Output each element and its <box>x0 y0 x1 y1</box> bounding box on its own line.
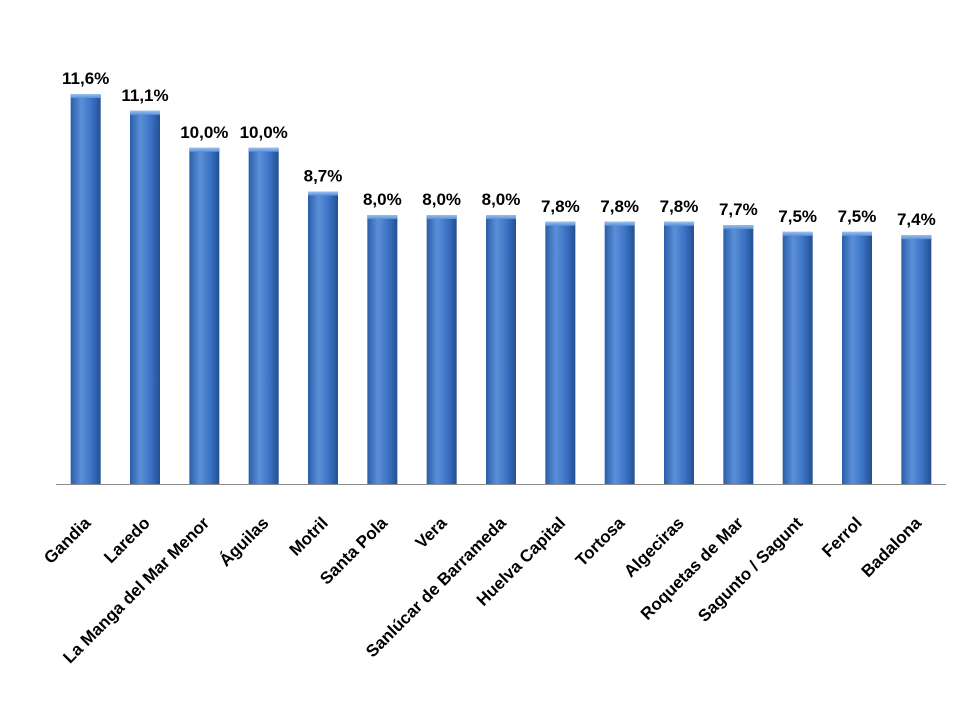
category-label: Tortosa <box>572 513 629 570</box>
data-label: 7,4% <box>897 210 936 229</box>
bar-2 <box>189 147 220 485</box>
bar-top <box>901 235 932 240</box>
category-label: Sagunto / Sagunt <box>694 513 807 626</box>
bar-5 <box>367 215 398 484</box>
category-label: Vera <box>412 513 451 552</box>
category-label: Laredo <box>100 513 154 567</box>
bar-body <box>545 221 576 485</box>
bar-6 <box>426 215 457 484</box>
bar-body <box>308 191 338 484</box>
category-label: Roquetas de Mar <box>637 513 748 624</box>
bar-top <box>723 225 754 230</box>
data-label: 11,6% <box>62 69 109 88</box>
bar-top <box>308 191 338 196</box>
bar-body <box>426 215 457 484</box>
bar-top <box>486 215 516 220</box>
bar-7 <box>486 215 516 484</box>
data-label: 10,0% <box>240 123 288 142</box>
bar-body <box>842 231 872 484</box>
data-label: 8,0% <box>363 190 402 209</box>
data-label: 11,1% <box>121 86 168 105</box>
bar-top <box>70 94 101 98</box>
bar-11 <box>723 225 754 484</box>
bar-1 <box>130 110 160 484</box>
category-label: Motril <box>286 513 332 559</box>
bar-8 <box>545 221 576 485</box>
data-label: 7,8% <box>541 197 580 216</box>
bar-10 <box>664 221 694 485</box>
bar-top <box>842 231 872 236</box>
data-label: 7,5% <box>778 207 817 226</box>
data-label: 7,8% <box>600 197 639 216</box>
bar-top <box>189 147 220 152</box>
bar-13 <box>842 231 872 484</box>
bar-body <box>248 147 279 485</box>
bar-top <box>664 221 694 226</box>
bar-12 <box>782 231 813 484</box>
bar-top <box>426 215 457 220</box>
bar-9 <box>604 221 635 485</box>
data-label: 8,0% <box>422 190 461 209</box>
category-label: Badalona <box>858 513 926 581</box>
bar-body <box>604 221 635 485</box>
bar-0 <box>70 94 101 484</box>
bar-body <box>901 235 932 484</box>
bar-body <box>130 110 160 484</box>
data-label: 7,7% <box>719 200 758 219</box>
data-label: 7,5% <box>838 207 877 226</box>
bar-body <box>70 94 101 484</box>
bar-top <box>130 110 160 115</box>
bar-body <box>486 215 516 484</box>
bar-body <box>367 215 398 484</box>
bars-layer <box>70 94 932 485</box>
data-label: 8,0% <box>482 190 521 209</box>
category-label: Ferrol <box>818 513 866 561</box>
category-label: Águilas <box>216 513 273 570</box>
bar-top <box>545 221 576 226</box>
bar-body <box>723 225 754 484</box>
data-labels-layer: 11,6% 11,1% 10,0% 10,0% 8,7% 8,0% 8,0% 8,0% 7,8%… <box>62 69 936 229</box>
data-label: 10,0% <box>180 123 228 142</box>
category-label: Gandia <box>40 513 95 568</box>
data-label: 8,7% <box>304 167 343 186</box>
bar-top <box>367 215 398 220</box>
data-label: 7,8% <box>660 197 699 216</box>
bar-3 <box>248 147 279 485</box>
bar-14 <box>901 235 932 484</box>
bar-body <box>189 147 220 485</box>
bar-4 <box>308 191 338 484</box>
bar-body <box>664 221 694 485</box>
bar-top <box>248 147 279 152</box>
bar-top <box>604 221 635 226</box>
bar-top <box>782 231 813 236</box>
bar-body <box>782 231 813 484</box>
